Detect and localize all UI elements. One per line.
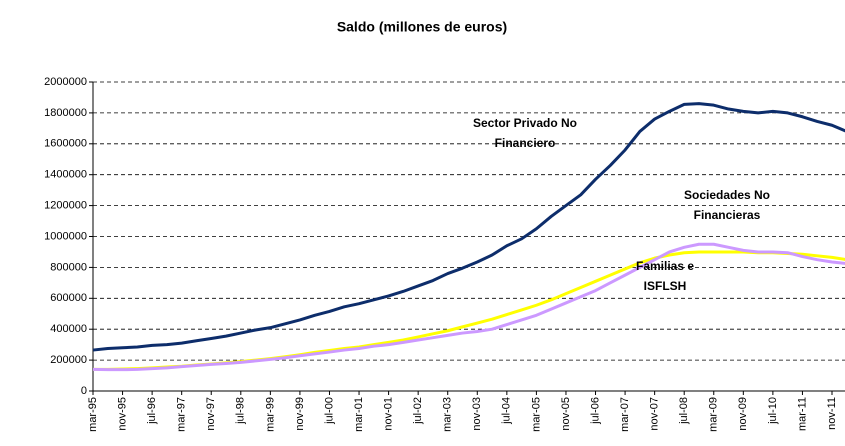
series-label: Sector Privado No Financiero xyxy=(472,116,578,150)
x-tick-label: mar-03 xyxy=(442,397,454,432)
series-line xyxy=(92,242,845,372)
y-tick-label: 1400000 xyxy=(44,169,87,181)
y-tick-label: 1000000 xyxy=(44,230,87,242)
x-tick-label: nov-01 xyxy=(383,397,395,431)
series-label: Sociedades No Financieras xyxy=(683,188,771,222)
x-tick-label: jul-96 xyxy=(146,397,158,425)
x-tick-label: jul-08 xyxy=(678,397,690,425)
y-tick-label: 1600000 xyxy=(44,138,87,150)
y-tick-label: 0 xyxy=(81,385,87,397)
x-tick-label: jul-10 xyxy=(767,397,779,425)
x-tick-label: mar-07 xyxy=(619,397,631,432)
chart-title: Saldo (millones de euros) xyxy=(337,19,507,35)
x-tick-label: nov-95 xyxy=(116,397,128,431)
x-tick-label: nov-03 xyxy=(471,397,483,431)
x-tick-label: nov-05 xyxy=(560,397,572,431)
x-tick-label: mar-95 xyxy=(87,397,99,432)
series-label: Familias e ISFLSH xyxy=(635,259,695,293)
x-tick-label: jul-00 xyxy=(323,397,335,425)
x-tick-label: nov-11 xyxy=(826,397,838,430)
y-tick-label: 1800000 xyxy=(44,107,87,119)
series-line xyxy=(93,250,845,371)
series-line xyxy=(92,102,845,352)
y-tick-label: 200000 xyxy=(50,354,87,366)
y-tick-label: 800000 xyxy=(50,261,87,273)
y-tick-label: 1200000 xyxy=(44,200,87,212)
x-tick-label: nov-07 xyxy=(649,397,661,431)
x-tick-label: jul-02 xyxy=(412,397,424,425)
x-tick-label: nov-99 xyxy=(294,397,306,431)
x-tick-label: mar-11 xyxy=(796,397,808,431)
x-tick-label: nov-09 xyxy=(737,397,749,431)
x-tick-label: mar-01 xyxy=(353,397,365,432)
y-tick-label: 2000000 xyxy=(44,76,87,88)
y-tick-label: 400000 xyxy=(50,323,87,335)
x-tick-label: mar-05 xyxy=(530,397,542,432)
y-tick-label: 600000 xyxy=(50,292,87,304)
x-tick-label: nov-97 xyxy=(205,397,217,431)
x-tick-label: jul-98 xyxy=(235,397,247,425)
x-tick-label: jul-04 xyxy=(501,397,513,425)
x-tick-label: jul-06 xyxy=(589,397,601,425)
x-tick-label: mar-99 xyxy=(264,397,276,432)
x-tick-label: mar-97 xyxy=(176,397,188,432)
x-tick-label: mar-09 xyxy=(708,397,720,432)
